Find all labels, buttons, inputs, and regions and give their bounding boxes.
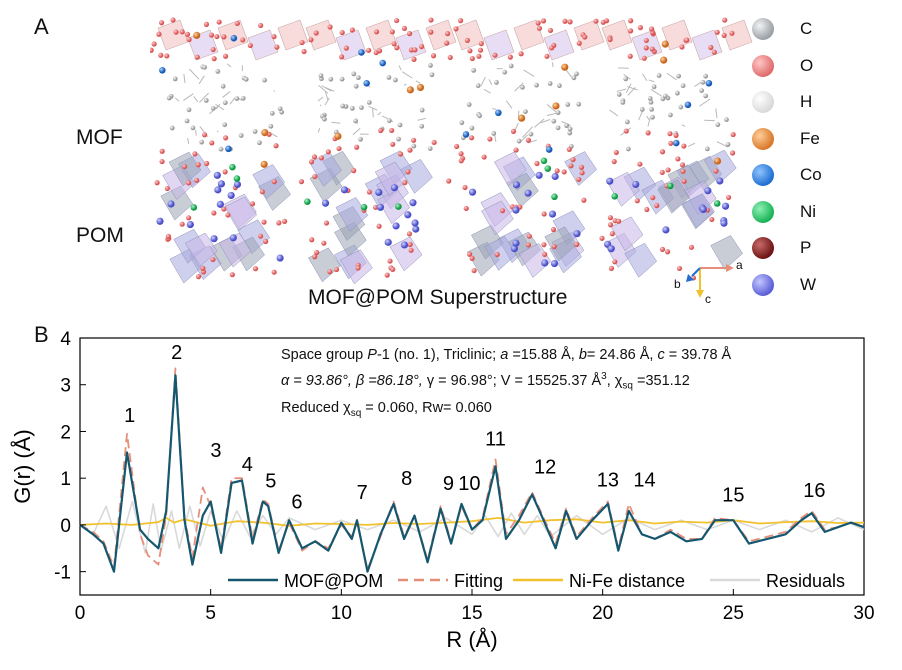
legend-item-h: H — [752, 89, 812, 115]
x-tick-label: 0 — [75, 603, 86, 624]
x-tick-label: 15 — [461, 603, 482, 624]
fit-info-line-1: Space group P-1 (no. 1), Triclinic; a =1… — [281, 347, 732, 363]
peak-label: 3 — [210, 440, 221, 462]
atom-co-icon — [752, 164, 774, 186]
legend-item-c: C — [752, 16, 812, 42]
atom-w-icon — [752, 273, 774, 296]
legend-label: H — [800, 92, 813, 111]
legend-label: Co — [800, 165, 822, 184]
legend-item-p: P — [752, 235, 811, 261]
peak-label: 9 — [443, 473, 454, 495]
peak-label: 11 — [485, 428, 506, 450]
legend-label: Fitting — [454, 571, 503, 591]
legend-label: C — [800, 19, 813, 38]
legend-label: Residuals — [766, 571, 845, 591]
legend-label: W — [800, 274, 817, 294]
peak-label: 15 — [722, 485, 744, 507]
peak-label: 10 — [458, 473, 480, 495]
peak-label: 16 — [803, 480, 825, 502]
legend-item-ni: Ni — [752, 199, 816, 225]
y-tick-label: 3 — [60, 376, 71, 397]
structure-caption: MOF@POM Superstructure — [308, 286, 568, 309]
legend-item-w: W — [752, 272, 816, 298]
legend-item-o: O — [752, 53, 813, 79]
x-axis-label: R (Å) — [446, 627, 497, 652]
peak-label: 12 — [534, 457, 556, 479]
axis-b-label: b — [674, 277, 681, 291]
x-tick-label: 5 — [205, 603, 216, 624]
mof-label: MOF — [76, 126, 123, 149]
atom-fe-icon — [752, 127, 774, 150]
y-tick-label: 1 — [60, 469, 71, 490]
atom-ni-icon — [752, 200, 774, 223]
legend-label: Ni-Fe distance — [569, 571, 685, 591]
legend-label: O — [800, 55, 814, 75]
legend-label: Ni — [800, 201, 817, 221]
atom-h-icon — [752, 91, 774, 113]
peak-label: 13 — [597, 470, 619, 492]
x-tick-label: 10 — [331, 603, 352, 624]
series-line-mof-pom — [79, 374, 865, 573]
atom-o-icon — [752, 54, 774, 77]
pom-label: POM — [76, 224, 124, 247]
peak-label: 5 — [265, 471, 276, 493]
legend-label: Fe — [800, 128, 820, 148]
fit-info: Space group P-1 (no. 1), Triclinic; a =1… — [281, 347, 731, 419]
peak-label: 6 — [291, 492, 302, 514]
peak-label: 7 — [357, 482, 368, 504]
legend-item-co: Co — [752, 162, 822, 188]
legend-item-fe: Fe — [752, 126, 820, 152]
peak-label: 8 — [401, 468, 412, 490]
mof-pom-structure-illustration — [150, 17, 753, 285]
fit-info-line-3: Reduced χsq = 0.060, Rw= 0.060 — [281, 399, 492, 419]
x-tick-label: 25 — [723, 603, 744, 624]
axis-a-label: a — [736, 258, 743, 272]
panel-a-label: A — [34, 14, 49, 39]
peak-label: 1 — [124, 405, 135, 427]
peak-label: 2 — [171, 342, 182, 364]
y-tick-label: 4 — [60, 329, 71, 350]
crystal-axes-icon — [686, 264, 734, 298]
x-tick-label: 30 — [853, 603, 874, 624]
x-tick-label: 20 — [592, 603, 613, 624]
legend-label: P — [800, 238, 812, 257]
axis-c-label: c — [705, 292, 711, 306]
atom-c-icon — [752, 18, 774, 40]
legend-label: MOF@POM — [284, 571, 383, 591]
y-axis-label: G(r) (Å) — [10, 429, 35, 504]
y-tick-label: 0 — [60, 516, 71, 537]
peak-label: 4 — [242, 454, 253, 476]
y-tick-label: -1 — [54, 563, 71, 584]
panel-b-label: B — [34, 322, 49, 347]
peak-label: 14 — [633, 470, 655, 492]
fit-info-line-2: α = 93.86°, β =86.18°, γ = 96.98°; V = 1… — [281, 371, 690, 392]
atom-p-icon — [752, 237, 774, 259]
y-tick-label: 2 — [60, 422, 71, 443]
